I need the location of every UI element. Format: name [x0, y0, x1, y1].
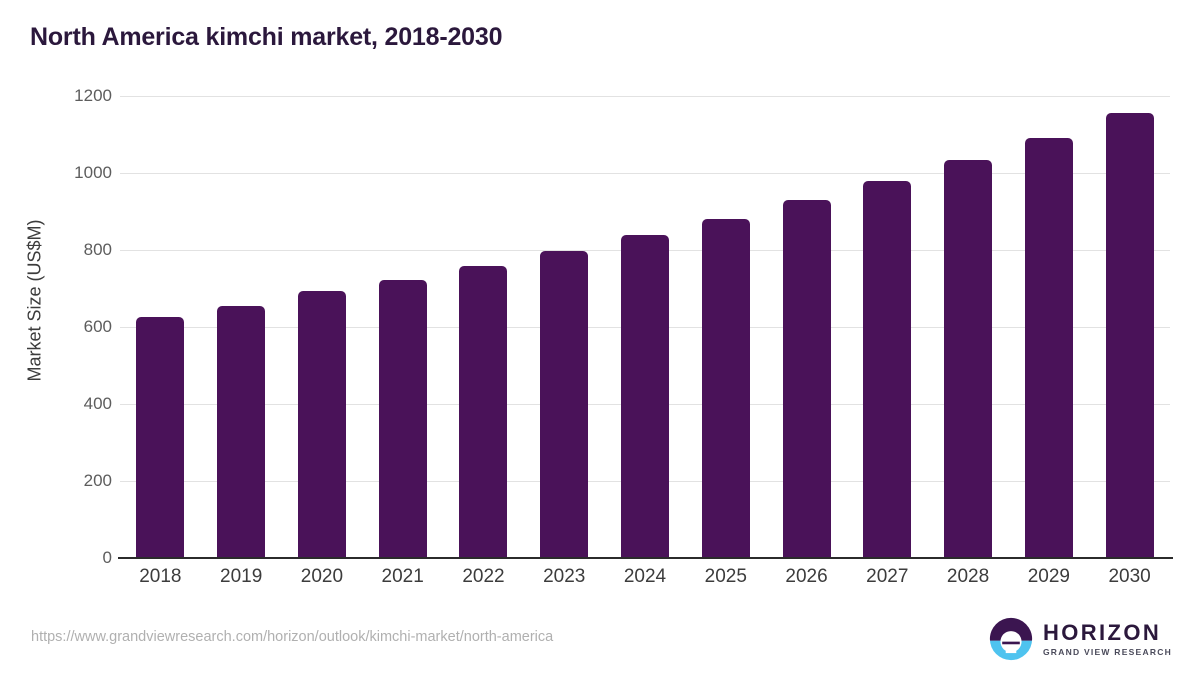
x-tick-label-2021: 2021 — [381, 566, 424, 587]
bar-2028[interactable] — [944, 159, 993, 558]
logo-subtitle: GRAND VIEW RESEARCH — [1042, 646, 1172, 657]
bar-2018[interactable] — [136, 317, 185, 558]
gridline — [120, 173, 1170, 174]
y-tick-label: 400 — [83, 394, 112, 413]
y-tick-label: 1000 — [74, 163, 112, 182]
y-tick-label: 200 — [83, 471, 112, 490]
y-tick-label: 800 — [83, 240, 112, 259]
x-tick-label-2028: 2028 — [946, 566, 990, 587]
x-tick-label-2018: 2018 — [139, 566, 182, 587]
bars-layer — [120, 96, 1170, 558]
x-tick-label-2019: 2019 — [220, 566, 263, 587]
x-tick-label-2030: 2030 — [1108, 566, 1151, 587]
bar-2027[interactable] — [863, 181, 912, 558]
bar-2020[interactable] — [297, 291, 346, 558]
bar-2026[interactable] — [782, 200, 831, 558]
bar-2025[interactable] — [701, 219, 750, 558]
bar-2022[interactable] — [459, 265, 508, 558]
x-tick-label-2022: 2022 — [462, 566, 505, 587]
bar-2023[interactable] — [540, 251, 589, 558]
logo-text: HORIZON GRAND VIEW RESEARCH — [1042, 619, 1172, 657]
x-tick-label-2027: 2027 — [866, 566, 909, 587]
gridline — [120, 96, 1170, 97]
bar-2029[interactable] — [1024, 137, 1073, 558]
x-tick-label-2029: 2029 — [1027, 566, 1070, 587]
x-tick-label-2026: 2026 — [785, 566, 828, 587]
bar-2024[interactable] — [621, 235, 669, 558]
x-tick-label-2024: 2024 — [623, 566, 667, 587]
y-axis-title: Market Size (US$M) — [24, 219, 45, 382]
source-url[interactable]: https://www.grandviewresearch.com/horizo… — [31, 629, 554, 645]
horizon-sun-icon — [989, 617, 1033, 661]
horizon-logo: HORIZON GRAND VIEW RESEARCH — [989, 617, 1172, 661]
bar-2030[interactable] — [1105, 113, 1154, 558]
x-axis-line — [118, 557, 1173, 559]
logo-wordmark: HORIZON — [1042, 619, 1162, 645]
x-tick-label-2023: 2023 — [543, 566, 586, 587]
y-tick-label: 0 — [102, 548, 112, 567]
y-tick-label: 600 — [83, 317, 112, 336]
page-title: North America kimchi market, 2018-2030 — [30, 23, 503, 51]
y-axis-ticks: 0 200 400 600 800 1000 1200 — [0, 0, 112, 675]
y-tick-label: 1200 — [74, 86, 112, 105]
bar-2019[interactable] — [217, 305, 266, 558]
x-tick-label-2020: 2020 — [300, 566, 344, 587]
x-tick-label-2025: 2025 — [704, 566, 747, 587]
bar-2021[interactable] — [378, 279, 427, 558]
